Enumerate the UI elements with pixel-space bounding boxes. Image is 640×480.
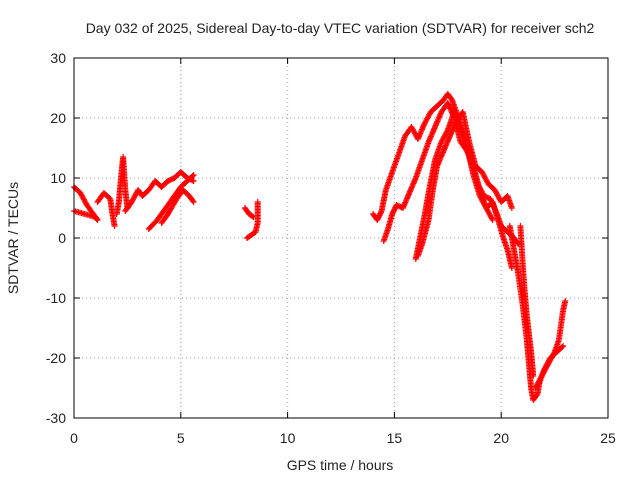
- x-tick-label: 15: [387, 430, 403, 446]
- data-point: [508, 205, 515, 211]
- data-point: [488, 215, 495, 222]
- y-tick-label: -10: [46, 290, 66, 306]
- data-point: [189, 173, 196, 179]
- data-point: [254, 199, 261, 205]
- data-point: [93, 216, 100, 222]
- data-point: [190, 199, 197, 205]
- data-point: [189, 197, 196, 204]
- y-tick-label: -20: [46, 350, 66, 366]
- x-tick-label: 25: [600, 430, 616, 446]
- data-point: [190, 172, 197, 178]
- y-tick-label: -30: [46, 410, 66, 426]
- data-point: [94, 217, 101, 223]
- data-point: [560, 343, 567, 349]
- data-point: [111, 223, 118, 229]
- x-tick-label: 20: [493, 430, 509, 446]
- x-tick-label: 10: [280, 430, 296, 446]
- x-tick-label: 0: [70, 430, 78, 446]
- x-tick-label: 5: [177, 430, 185, 446]
- y-tick-label: 0: [58, 230, 66, 246]
- data-point: [190, 178, 197, 184]
- y-tick-label: 20: [50, 110, 66, 126]
- x-axis-label: GPS time / hours: [287, 457, 394, 473]
- data-point: [530, 373, 537, 379]
- data-point: [533, 392, 540, 399]
- axis-ticks: 0 5 10 15 20 25 -30 -20 -10 0 10 20 30: [46, 50, 616, 446]
- data-points: [71, 91, 569, 403]
- data-point: [562, 298, 569, 304]
- data-point: [489, 217, 496, 223]
- data-point: [515, 241, 522, 247]
- y-tick-label: 30: [50, 50, 66, 66]
- chart-title: Day 032 of 2025, Sidereal Day-to-day VTE…: [86, 20, 595, 36]
- data-point: [249, 213, 256, 220]
- data-point: [448, 95, 455, 102]
- data-point: [508, 265, 515, 271]
- data-point: [377, 209, 384, 216]
- y-axis-label: SDTVAR / TECUs: [5, 182, 21, 294]
- data-point: [559, 344, 566, 350]
- y-tick-label: 10: [50, 170, 66, 186]
